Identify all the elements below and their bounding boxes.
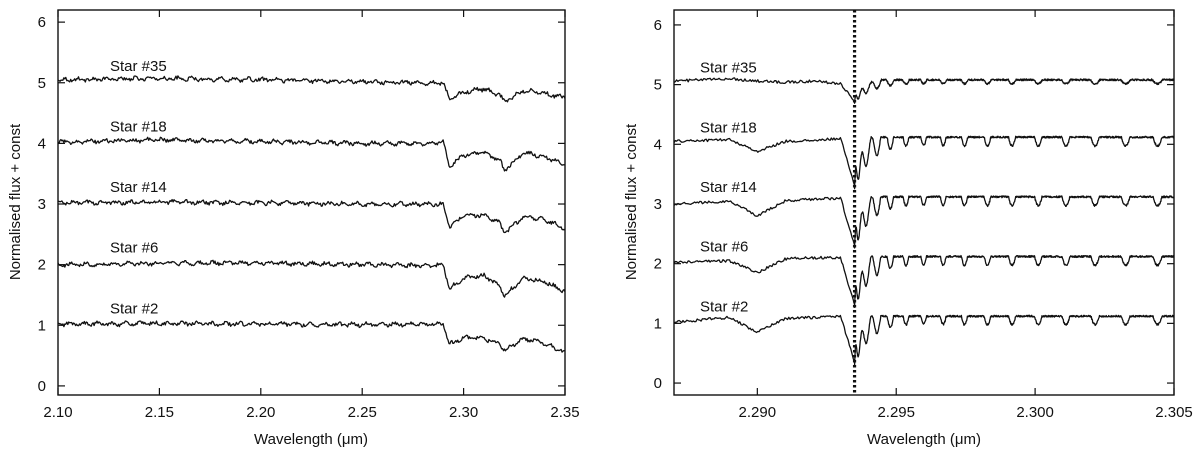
y-tick-label: 4 <box>654 136 662 153</box>
series-label: Star #35 <box>110 58 167 75</box>
x-tick-label: 2.295 <box>877 404 915 421</box>
series-label: Star #6 <box>700 239 748 256</box>
right-y-axis-title: Normalised flux + const <box>623 123 640 280</box>
y-tick-label: 1 <box>38 317 46 334</box>
left-series-lines <box>57 75 566 353</box>
right-plot-frame <box>673 9 1175 396</box>
spectrum-line <box>57 259 566 298</box>
spectrum-line <box>673 77 1175 104</box>
y-tick-label: 0 <box>654 375 662 392</box>
x-tick-label: 2.15 <box>145 404 174 421</box>
x-tick-label: 2.25 <box>348 404 377 421</box>
spectrum-line <box>673 254 1175 309</box>
x-tick-label: 2.300 <box>1016 404 1054 421</box>
y-tick-label: 0 <box>38 378 46 395</box>
x-tick-label: 2.305 <box>1155 404 1193 421</box>
right-series-labels: Star #35 Star #18 Star #14 Star #6 Star #2 <box>700 60 757 316</box>
y-tick-label: 3 <box>38 196 46 213</box>
series-label: Star #2 <box>700 298 748 315</box>
spectrum-line <box>57 136 566 172</box>
left-x-axis-title: Wavelength (μm) <box>254 431 368 448</box>
series-label: Star #14 <box>700 179 757 196</box>
spectrum-line <box>673 314 1175 367</box>
series-label: Star #35 <box>700 60 757 77</box>
x-tick-label: 2.290 <box>739 404 777 421</box>
series-label: Star #6 <box>110 240 158 257</box>
y-tick-label: 1 <box>654 315 662 332</box>
left-series-labels: Star #35 Star #18 Star #14 Star #6 Star #2 <box>110 58 167 318</box>
spectrum-line <box>57 198 566 234</box>
series-label: Star #14 <box>110 179 167 196</box>
y-tick-label: 3 <box>654 196 662 213</box>
spectrum-line <box>673 195 1175 249</box>
right-x-axis-title: Wavelength (μm) <box>867 431 981 448</box>
x-tick-label: 2.20 <box>246 404 275 421</box>
series-label: Star #18 <box>110 118 167 135</box>
y-tick-label: 2 <box>654 256 662 273</box>
spectrum-line <box>57 320 566 353</box>
left-ticks: 2.10 2.15 2.20 2.25 2.30 2.35 0 1 2 3 4 5 6 <box>38 10 580 421</box>
spectrum-line <box>673 135 1175 190</box>
y-tick-label: 4 <box>38 135 46 152</box>
y-tick-label: 2 <box>38 257 46 274</box>
right-ticks: 2.290 2.295 2.300 2.305 0 1 2 3 4 5 6 <box>654 10 1193 421</box>
x-tick-label: 2.30 <box>449 404 478 421</box>
y-tick-label: 5 <box>38 75 46 92</box>
y-tick-label: 5 <box>654 77 662 94</box>
y-tick-label: 6 <box>654 17 662 34</box>
left-panel: 2.10 2.15 2.20 2.25 2.30 2.35 0 1 2 3 4 5 6 Star #35… <box>7 9 580 448</box>
y-tick-label: 6 <box>38 14 46 31</box>
right-series-lines <box>673 77 1175 367</box>
spectrum-line <box>57 75 566 103</box>
left-y-axis-title: Normalised flux + const <box>7 123 24 280</box>
left-plot-frame <box>57 9 566 396</box>
x-tick-label: 2.10 <box>43 404 72 421</box>
series-label: Star #18 <box>700 119 757 136</box>
x-tick-label: 2.35 <box>550 404 579 421</box>
series-label: Star #2 <box>110 300 158 317</box>
